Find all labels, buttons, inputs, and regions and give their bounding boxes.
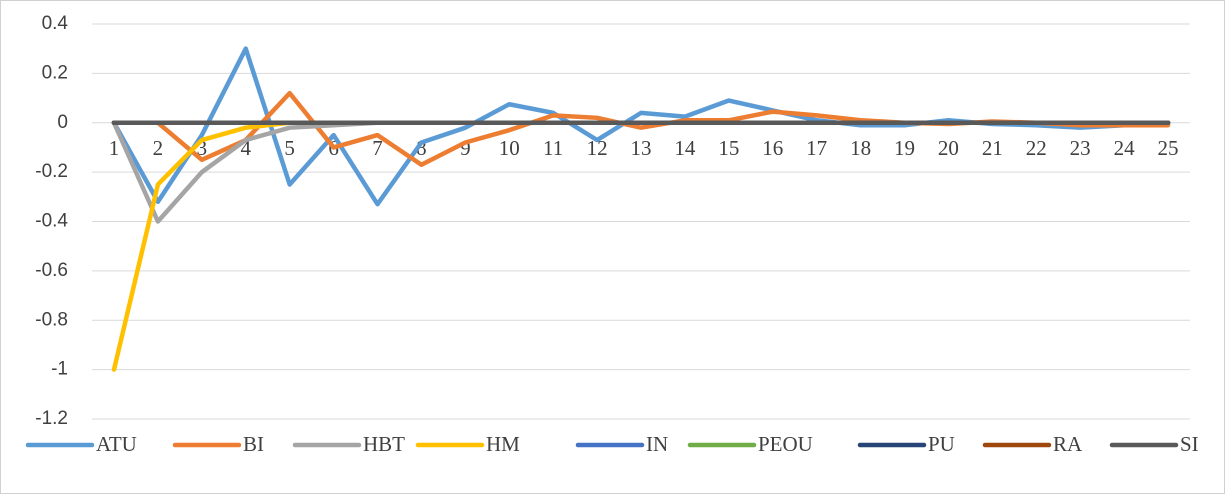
legend-label: PU (928, 432, 955, 456)
x-tick-label: 23 (1070, 136, 1091, 160)
x-tick-label: 19 (894, 136, 915, 160)
y-tick-label: -1 (51, 359, 68, 380)
legend-label: IN (646, 432, 668, 456)
y-tick-label: -0.4 (35, 211, 68, 232)
y-tick-label: 0 (57, 112, 68, 133)
x-tick-label: 18 (850, 136, 871, 160)
legend-label: HM (486, 432, 520, 456)
legend-label: BI (243, 432, 264, 456)
y-tick-label: 0.2 (42, 62, 68, 83)
x-tick-label: 10 (499, 136, 520, 160)
x-tick-label: 25 (1158, 136, 1179, 160)
legend-label: ATU (96, 432, 137, 456)
y-tick-label: 0.4 (42, 13, 69, 34)
x-tick-label: 20 (938, 136, 959, 160)
y-tick-label: -0.6 (35, 260, 68, 281)
x-tick-label: 9 (460, 136, 471, 160)
x-tick-label: 7 (372, 136, 383, 160)
x-tick-label: 21 (982, 136, 1003, 160)
y-tick-label: -0.2 (35, 161, 68, 182)
x-tick-label: 13 (631, 136, 652, 160)
x-tick-label: 11 (543, 136, 563, 160)
legend-label: SI (1180, 432, 1199, 456)
x-tick-label: 8 (416, 136, 427, 160)
y-tick-label: -1.2 (35, 408, 68, 429)
x-tick-label: 4 (241, 136, 252, 160)
x-tick-label: 16 (762, 136, 783, 160)
x-tick-label: 22 (1026, 136, 1047, 160)
x-tick-label: 24 (1114, 136, 1136, 160)
x-tick-label: 17 (806, 136, 827, 160)
x-tick-label: 14 (674, 136, 696, 160)
legend-label: PEOU (758, 432, 813, 456)
x-tick-label: 15 (718, 136, 739, 160)
legend-label: RA (1053, 432, 1083, 456)
y-tick-label: -0.8 (35, 309, 68, 330)
legend-label: HBT (363, 432, 405, 456)
x-tick-label: 1 (109, 136, 120, 160)
x-tick-label: 5 (284, 136, 295, 160)
x-tick-label: 3 (197, 136, 208, 160)
x-tick-label: 12 (587, 136, 608, 160)
x-tick-label: 2 (153, 136, 164, 160)
